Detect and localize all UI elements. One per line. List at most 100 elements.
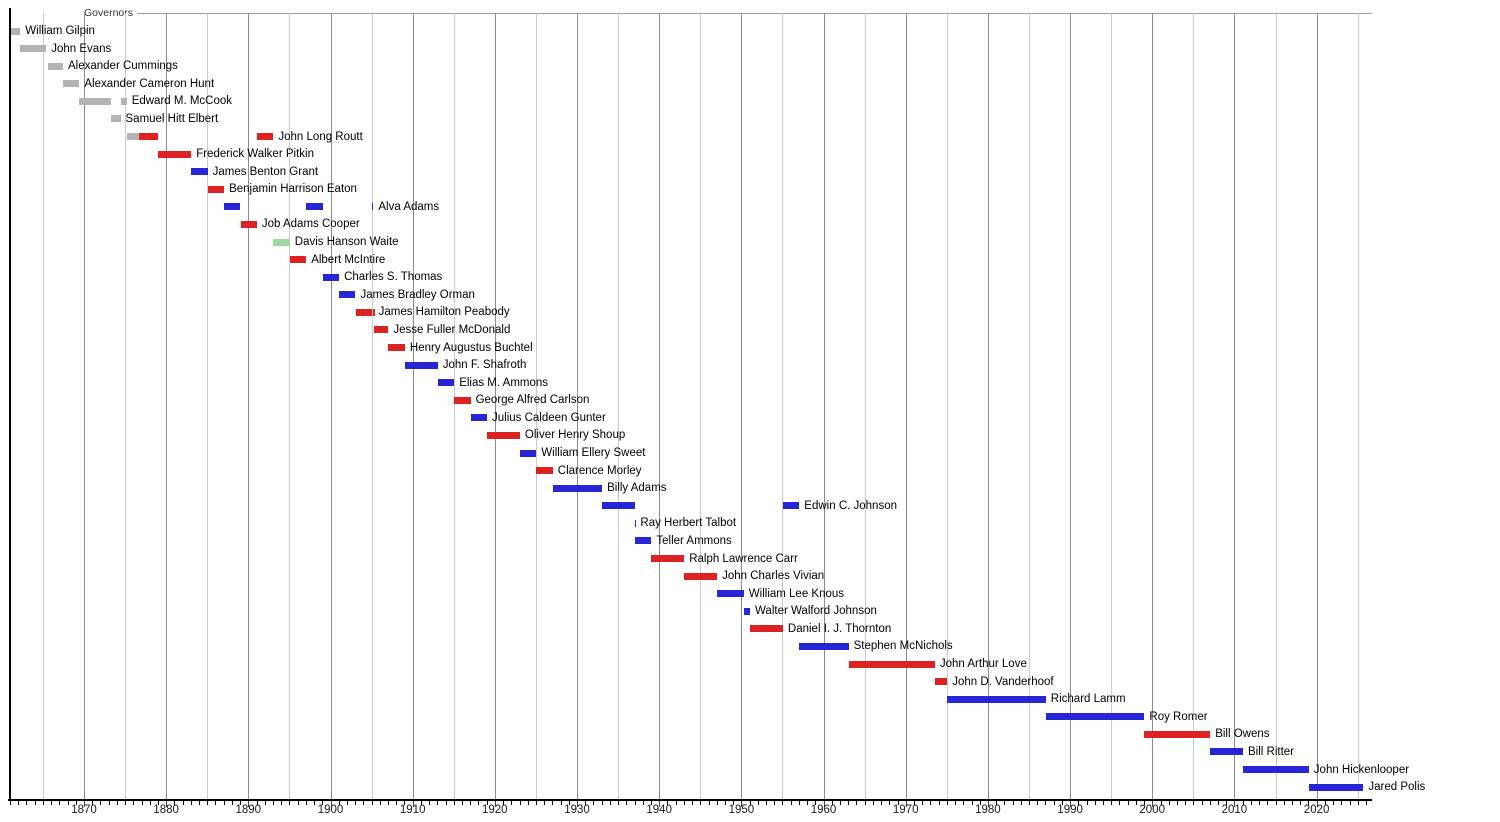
axis-tick-major bbox=[412, 801, 414, 807]
gridline-decade bbox=[987, 13, 989, 800]
gridline-5yr bbox=[42, 13, 44, 800]
axis-tick-minor bbox=[1045, 801, 1047, 805]
axis-tick-label: 2000 bbox=[1139, 804, 1165, 816]
axis-tick-major bbox=[330, 801, 332, 807]
gridline-decade bbox=[1316, 13, 1318, 800]
axis-tick-minor bbox=[379, 801, 381, 805]
governor-term-bar bbox=[120, 97, 127, 105]
gridline-5yr bbox=[1193, 13, 1195, 800]
governor-label: John D. Vanderhoof bbox=[952, 675, 1054, 688]
governor-term-bar bbox=[240, 220, 257, 228]
governor-term-bar bbox=[454, 396, 471, 404]
axis-tick-major bbox=[577, 801, 578, 807]
axis-tick-label: 1940 bbox=[646, 804, 672, 816]
gridline-decade bbox=[330, 13, 332, 800]
governor-label: Charles S. Thomas bbox=[344, 271, 443, 284]
gridline-5yr bbox=[535, 13, 537, 800]
axis-tick-minor bbox=[766, 801, 767, 805]
gridline-5yr bbox=[207, 13, 209, 800]
gridline-5yr bbox=[371, 13, 373, 800]
axis-tick-minor bbox=[215, 801, 217, 805]
axis-tick-minor bbox=[338, 801, 340, 805]
governor-label: Roy Romer bbox=[1149, 710, 1208, 723]
axis-tick-minor bbox=[125, 801, 126, 805]
axis-tick-minor bbox=[626, 801, 628, 805]
governor-label: Julius Caldeen Gunter bbox=[492, 411, 606, 424]
axis-tick-minor bbox=[322, 801, 324, 805]
governor-label: Benjamin Harrison Eaton bbox=[229, 183, 357, 196]
axis-tick-minor bbox=[51, 801, 53, 805]
axis-tick-major bbox=[987, 801, 989, 807]
axis-tick-minor bbox=[716, 801, 718, 805]
axis-tick-minor bbox=[75, 801, 77, 805]
governor-label: Ray Herbert Talbot bbox=[640, 517, 737, 530]
axis-tick-minor bbox=[503, 801, 505, 805]
axis-tick-major bbox=[1234, 801, 1236, 807]
governor-term-bar bbox=[306, 203, 323, 211]
axis-tick-minor bbox=[552, 801, 554, 805]
governor-term-bar bbox=[519, 449, 537, 457]
axis-tick-minor bbox=[1365, 801, 1367, 805]
axis-tick-minor bbox=[445, 801, 447, 805]
title-rule bbox=[137, 13, 1372, 14]
axis-tick-minor bbox=[527, 801, 529, 805]
axis-tick-minor bbox=[897, 801, 899, 805]
governor-label: Daniel I. J. Thornton bbox=[787, 622, 892, 635]
axis-tick-minor bbox=[1086, 801, 1088, 805]
gridline-decade bbox=[1234, 13, 1236, 800]
axis-tick-minor bbox=[568, 801, 570, 805]
governor-label: Elias M. Ammons bbox=[459, 376, 549, 389]
axis-tick-minor bbox=[305, 801, 307, 805]
axis-tick-minor bbox=[157, 801, 159, 805]
axis-tick-minor bbox=[1160, 801, 1162, 805]
governor-term-bar bbox=[224, 203, 241, 211]
governor-label: Oliver Henry Shoup bbox=[524, 429, 626, 442]
governor-term-bar bbox=[552, 484, 603, 492]
axis-tick-minor bbox=[609, 801, 611, 805]
governor-term-bar bbox=[126, 133, 139, 140]
governor-label: Teller Ammons bbox=[656, 534, 732, 547]
governor-label: John Evans bbox=[51, 42, 112, 55]
governor-term-bar bbox=[1243, 766, 1309, 773]
axis-tick-minor bbox=[363, 801, 365, 805]
gridline-5yr bbox=[289, 13, 291, 800]
axis-tick-minor bbox=[979, 801, 981, 805]
axis-tick-minor bbox=[1242, 801, 1244, 805]
governor-term-bar bbox=[158, 150, 192, 158]
gridline-5yr bbox=[1111, 13, 1113, 800]
axis-tick-minor bbox=[453, 801, 455, 805]
axis-tick-minor bbox=[872, 801, 874, 805]
axis-tick-minor bbox=[815, 801, 817, 805]
governor-label: John Charles Vivian bbox=[722, 570, 825, 583]
axis-tick-minor bbox=[281, 801, 283, 805]
governor-term-bar bbox=[355, 308, 372, 316]
axis-tick-minor bbox=[1209, 801, 1211, 805]
axis-tick-label: 1920 bbox=[482, 804, 508, 816]
governor-label: William Ellery Sweet bbox=[541, 447, 646, 459]
axis-tick-minor bbox=[560, 801, 562, 805]
axis-tick-minor bbox=[92, 801, 94, 805]
axis-tick-major bbox=[741, 801, 743, 807]
axis-tick-minor bbox=[790, 801, 792, 805]
axis-tick-minor bbox=[116, 801, 118, 805]
gridline-decade bbox=[84, 13, 85, 800]
gridline-5yr bbox=[618, 13, 620, 800]
gridline-decade bbox=[412, 13, 414, 800]
axis-tick-minor bbox=[346, 801, 348, 805]
gridline-5yr bbox=[453, 13, 455, 800]
governor-term-bar bbox=[437, 379, 455, 387]
axis-tick-minor bbox=[1053, 801, 1055, 805]
axis-tick-minor bbox=[1061, 801, 1063, 805]
axis-tick-minor bbox=[1176, 801, 1178, 805]
axis-tick-minor bbox=[618, 801, 620, 805]
governor-label: John Long Routt bbox=[278, 130, 363, 143]
axis-tick-minor bbox=[18, 801, 20, 805]
axis-tick-minor bbox=[955, 801, 956, 805]
axis-tick-label: 1990 bbox=[1057, 804, 1083, 816]
gridline-decade bbox=[166, 13, 168, 800]
governor-term-bar bbox=[635, 537, 652, 545]
axis-tick-minor bbox=[930, 801, 932, 805]
axis-tick-minor bbox=[831, 801, 833, 805]
axis-tick-minor bbox=[1119, 801, 1121, 805]
axis-tick-label: 1880 bbox=[153, 804, 179, 816]
